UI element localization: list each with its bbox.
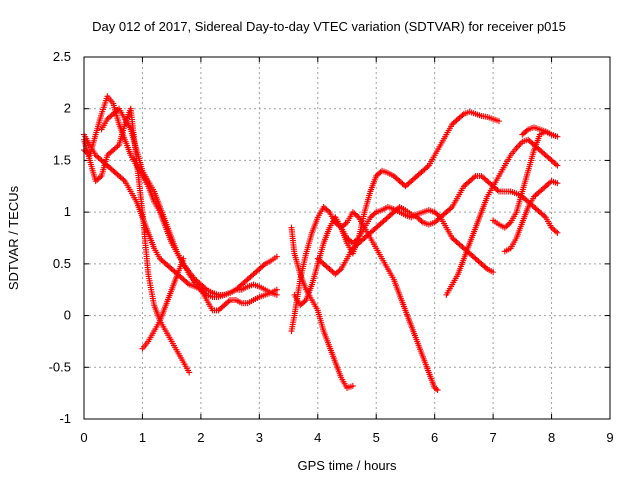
data-point [349,382,356,389]
data-point [180,255,187,262]
y-tick-label: 0.5 [53,256,71,271]
y-tick-label: 2.5 [53,49,71,64]
series-arc12 [490,128,561,231]
series-arc10 [332,203,497,276]
x-tick-label: 8 [548,430,555,445]
x-axis-label: GPS time / hours [298,458,397,473]
x-tick-label: 2 [197,430,204,445]
x-tick-label: 5 [373,430,380,445]
y-tick-label: 0 [64,308,71,323]
x-tick-label: 3 [256,430,263,445]
series-arc14 [519,124,555,138]
data-point [434,387,441,394]
data-point [554,133,561,140]
y-axis-label: SDTVAR / TECUs [6,185,21,290]
data-point [273,286,280,293]
x-tick-label: 9 [606,430,613,445]
data-point [273,291,280,298]
series-arc13 [501,178,561,255]
axis-ticks: 0 1 2 3 4 5 6 7 8 9 -1 -0.5 0 0.5 1 1.5 2 2.5 [49,49,614,445]
x-tick-label: 0 [80,430,87,445]
chart-title: Day 012 of 2017, Sidereal Day-to-day VTE… [92,19,566,34]
data-markers [81,93,561,394]
x-tick-label: 7 [489,430,496,445]
data-point [495,118,502,125]
x-tick-label: 1 [139,430,146,445]
y-tick-label: 1.5 [53,152,71,167]
data-point [273,253,280,260]
plot-frame [83,56,611,420]
y-tick-label: 2 [64,101,71,116]
y-tick-label: 1 [64,204,71,219]
series-arc6 [288,224,356,391]
data-point [186,369,193,376]
data-point [554,180,561,187]
data-point [554,162,561,169]
series-arc4 [81,105,193,376]
data-point [490,269,497,276]
x-tick-label: 6 [431,430,438,445]
series-arc11 [443,136,561,298]
x-tick-label: 4 [314,430,321,445]
data-point [548,131,555,138]
series-arc5 [139,255,187,352]
data-point [554,229,561,236]
y-tick-label: -1 [59,411,71,426]
y-tick-label: -0.5 [49,359,71,374]
